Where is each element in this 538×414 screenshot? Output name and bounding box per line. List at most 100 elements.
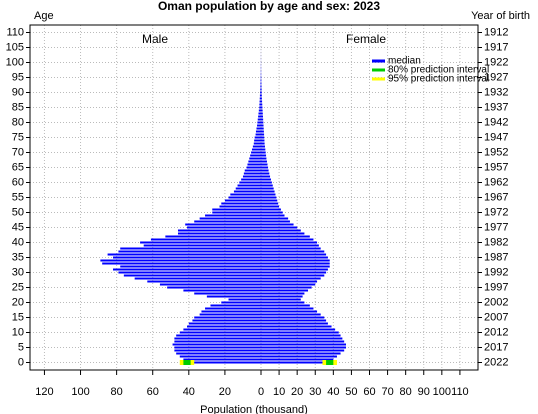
male-bar <box>177 232 261 235</box>
y-tick-label: 45 <box>12 221 24 233</box>
female-bar <box>261 322 328 325</box>
female-bar <box>261 301 305 304</box>
male-bar <box>212 211 261 214</box>
male-bar <box>251 148 261 151</box>
male-bar <box>260 91 261 94</box>
female-bar <box>261 199 278 202</box>
female-bar <box>261 85 262 88</box>
female-bar <box>261 142 265 145</box>
female-bar <box>261 112 263 115</box>
y-tick-label: 95 <box>12 71 24 83</box>
female-bar <box>261 145 265 148</box>
female-bar <box>261 340 345 343</box>
female-bar <box>261 118 264 121</box>
male-bar <box>254 136 261 139</box>
male-bar <box>237 184 261 187</box>
male-bar <box>183 358 261 361</box>
male-bar <box>252 145 261 148</box>
male-bar <box>174 346 261 349</box>
female-bar <box>261 136 265 139</box>
x-tick-label: 70 <box>381 386 393 398</box>
y2-tick-label: 1942 <box>484 116 508 128</box>
female-bar <box>261 130 264 133</box>
female-bar <box>261 295 303 298</box>
y-tick-label: 70 <box>12 146 24 158</box>
male-label: Male <box>142 32 168 46</box>
y-tick-label: 85 <box>12 101 24 113</box>
male-bar <box>257 124 261 127</box>
male-bar <box>177 229 261 232</box>
x-tick-label: 100 <box>433 386 451 398</box>
y2-tick-label: 1977 <box>484 221 508 233</box>
y2-tick-label: 1957 <box>484 161 508 173</box>
y-tick-label: 15 <box>12 311 24 323</box>
x-tick-label: 40 <box>327 386 339 398</box>
male-bar <box>239 181 261 184</box>
x-axis-label: Population (thousand) <box>200 404 308 414</box>
female-bar <box>261 217 289 220</box>
plot-frame <box>29 24 479 371</box>
female-bar <box>261 337 343 340</box>
x-tick-label: 40 <box>183 386 195 398</box>
female-bar <box>261 88 262 91</box>
female-bar <box>261 241 318 244</box>
male-bar <box>179 355 261 358</box>
female-bar <box>261 208 281 211</box>
male-bar <box>257 121 261 124</box>
y-tick-label: 30 <box>12 266 24 278</box>
female-bar <box>261 133 265 136</box>
male-bar <box>248 160 261 163</box>
female-bar <box>261 253 327 256</box>
female-bar <box>261 250 325 253</box>
female-bar <box>261 331 339 334</box>
y-tick-label: 105 <box>6 41 24 53</box>
male-bar <box>228 196 261 199</box>
male-bar <box>194 292 261 295</box>
male-bar <box>123 274 261 277</box>
y2-tick-label: 2007 <box>484 311 508 323</box>
female-bar <box>261 358 334 361</box>
y-tick-label: 10 <box>12 326 24 338</box>
y2-tick-label: 1937 <box>484 101 508 113</box>
male-bar <box>233 190 261 193</box>
male-bar <box>246 166 261 169</box>
female-bar <box>261 115 263 118</box>
female-bar <box>261 226 298 229</box>
legend-label: 95% prediction interval <box>388 74 489 85</box>
male-bar <box>228 298 261 301</box>
male-bar <box>199 217 261 220</box>
male-bar <box>187 361 261 364</box>
female-bar <box>261 187 274 190</box>
male-bar <box>172 343 261 346</box>
female-bar <box>261 160 267 163</box>
male-bar <box>113 268 261 271</box>
female-bar <box>261 325 332 328</box>
male-bar <box>205 214 261 217</box>
y-tick-label: 90 <box>12 86 24 98</box>
male-bar <box>250 154 261 157</box>
y-tick-label: 65 <box>12 161 24 173</box>
y2-tick-label: 1927 <box>484 71 508 83</box>
male-bar <box>256 127 261 130</box>
y-tick-label: 100 <box>6 56 24 68</box>
male-bar <box>194 220 261 223</box>
y-tick-label: 35 <box>12 251 24 263</box>
female-bar <box>261 271 327 274</box>
x-tick-label: 80 <box>111 386 123 398</box>
legend-label: 80% prediction interval <box>388 65 489 76</box>
y2-axis-label: Year of birth <box>471 10 530 22</box>
male-bar <box>185 223 261 226</box>
y2-tick-label: 2012 <box>484 326 508 338</box>
male-bar <box>206 295 261 298</box>
male-bar <box>257 118 261 121</box>
female-bar <box>261 148 266 151</box>
female-bar <box>261 151 266 154</box>
female-bar <box>261 91 262 94</box>
male-bar <box>140 241 261 244</box>
male-bar <box>255 130 261 133</box>
female-bar <box>261 298 301 301</box>
female-bar <box>261 352 341 355</box>
female-bar <box>261 121 264 124</box>
male-bar <box>260 82 261 85</box>
